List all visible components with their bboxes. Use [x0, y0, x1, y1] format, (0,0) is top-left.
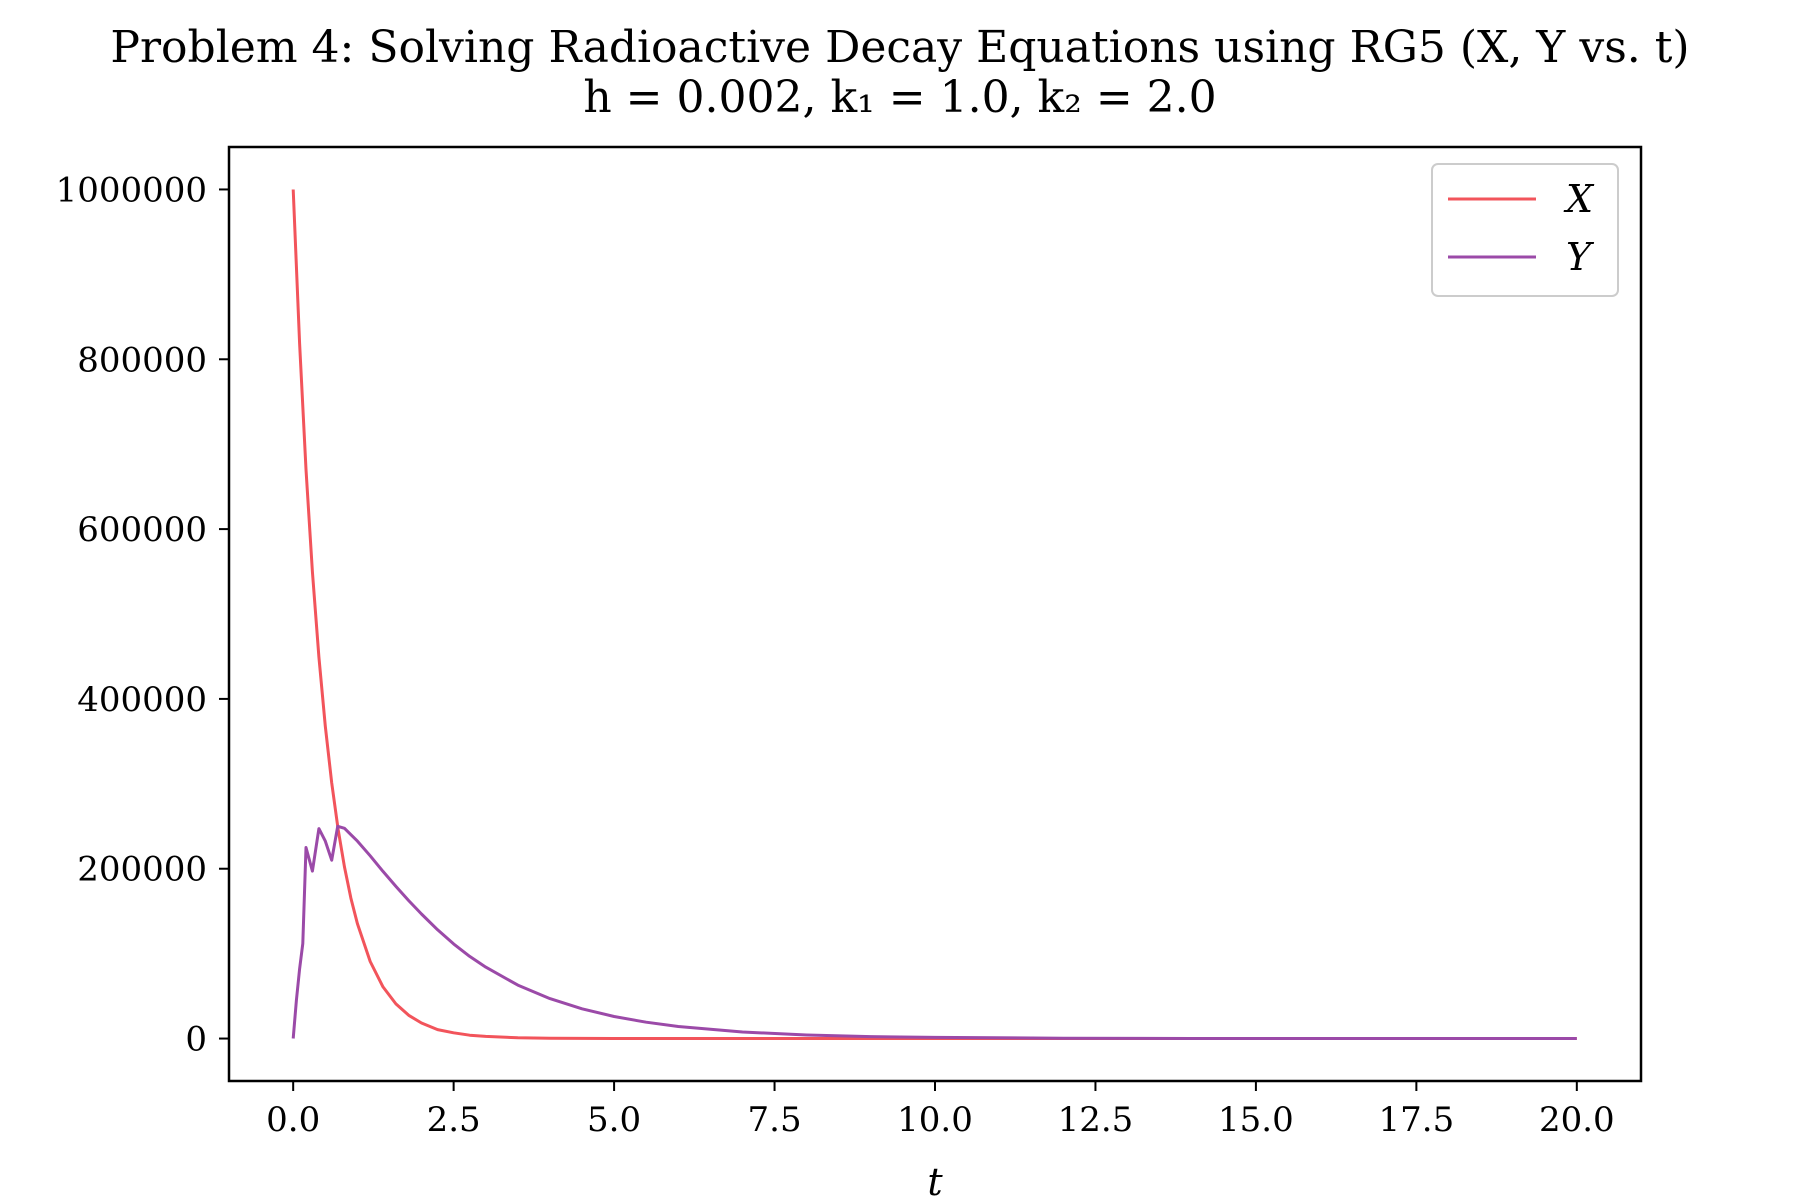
- x-axis-label: t: [927, 1160, 943, 1200]
- legend-label-x: X: [1563, 177, 1595, 221]
- x-tick-label: 7.5: [748, 1100, 802, 1140]
- y-tick-label: 400000: [77, 680, 207, 720]
- x-axis: 0.0 2.5 5.0 7.5 10.0 12.5 15.0 17.5 20.0: [266, 1081, 1615, 1140]
- y-tick-label: 200000: [77, 850, 207, 890]
- y-tick-label: 1000000: [56, 170, 207, 210]
- y-tick-label: 0: [185, 1020, 207, 1060]
- chart-title: Problem 4: Solving Radioactive Decay Equ…: [110, 22, 1689, 73]
- plot-frame: [227, 145, 1643, 1083]
- x-tick-label: 10.0: [897, 1100, 973, 1140]
- x-tick-label: 2.5: [427, 1100, 481, 1140]
- y-tick-label: 600000: [77, 510, 207, 550]
- legend-box: [1431, 163, 1619, 297]
- series-line-y: [291, 824, 1577, 1040]
- chart-subtitle: h = 0.002, k₁ = 1.0, k₂ = 2.0: [583, 72, 1216, 123]
- x-tick-label: 15.0: [1218, 1100, 1294, 1140]
- plot-area: [291, 189, 1577, 1040]
- x-tick-label: 5.0: [587, 1100, 641, 1140]
- series-line-x: [291, 189, 1577, 1040]
- x-tick-label: 17.5: [1379, 1100, 1455, 1140]
- legend-label-y: Y: [1566, 235, 1595, 279]
- legend: X Y: [1431, 163, 1619, 297]
- x-tick-label: 0.0: [266, 1100, 320, 1140]
- x-tick-label: 12.5: [1058, 1100, 1134, 1140]
- x-tick-label: 20.0: [1539, 1100, 1615, 1140]
- y-tick-label: 800000: [77, 340, 207, 380]
- y-axis: 0 200000 400000 600000 800000 1000000: [56, 170, 229, 1060]
